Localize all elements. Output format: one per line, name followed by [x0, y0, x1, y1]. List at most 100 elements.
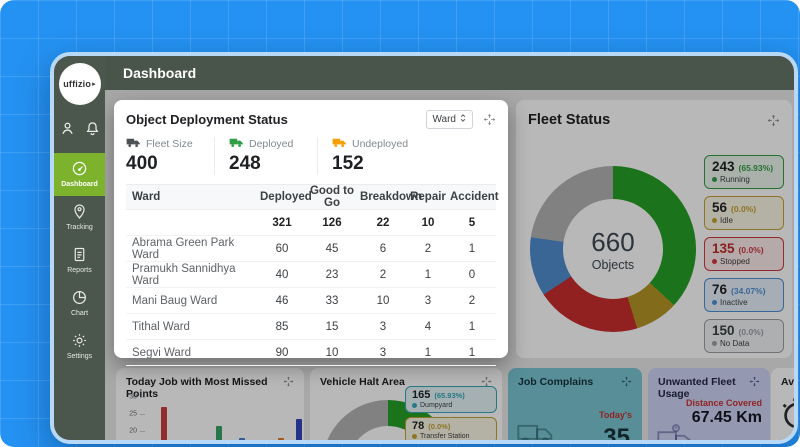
ward-filter-select[interactable]: Ward [426, 110, 473, 129]
table-cell: 23 [306, 262, 358, 288]
object-deployment-panel: Object Deployment Status Ward Fleet Size… [114, 100, 508, 358]
sidebar-item-settings[interactable]: Settings [54, 325, 105, 368]
table-cell: 60 [258, 236, 306, 262]
deployment-table-body: 32112622105Abrama Green Park Ward6045621… [126, 210, 496, 366]
today-label: Today's [599, 410, 632, 420]
legend-dot-icon [712, 259, 717, 264]
panel-title: Job Complains [518, 376, 621, 388]
legend-badge[interactable]: 150(0.0%)No Data [704, 319, 784, 353]
panel-title: Avg F [781, 376, 794, 388]
sidebar-item-label: Chart [71, 310, 88, 317]
legend-value: 76 [712, 282, 727, 297]
legend-percent: (65.93%) [739, 163, 774, 173]
bar [161, 407, 167, 440]
legend-dot-icon [712, 218, 717, 223]
bar [239, 438, 245, 440]
sidebar: uffizio▸ Dashboard Tracking Reports [54, 56, 105, 440]
vehicle-halt-legend: 165(65.93%)Dumpyard78(0.0%)Transfer Stat… [405, 386, 497, 440]
legend-label: No Data [720, 339, 749, 348]
table-cell: 3 [408, 288, 448, 314]
move-icon[interactable] [767, 114, 780, 127]
legend-badge[interactable]: 76(34.07%)Inactive [704, 278, 784, 312]
page-title: Dashboard [123, 65, 196, 81]
bar [296, 419, 302, 440]
table-cell: 3 [358, 314, 408, 340]
legend-badge[interactable]: 78(0.0%)Transfer Station [405, 417, 497, 440]
panel-title: Unwanted Fleet Usage [658, 376, 749, 400]
table-cell: 0 [448, 262, 496, 288]
missed-points-chart: 302520 [140, 386, 298, 440]
missed-points-panel: Today Job with Most Missed Points Missed… [116, 368, 304, 440]
table-row: 32112622105 [126, 210, 496, 236]
donut-center-value: 660 [591, 227, 634, 258]
table-cell: 5 [448, 210, 496, 236]
legend-badge[interactable]: 165(65.93%)Dumpyard [405, 386, 497, 413]
table-cell: 1 [408, 340, 448, 366]
table-header-cell: Breakdown [358, 185, 408, 210]
table-cell: Pramukh Sannidhya Ward [126, 262, 258, 288]
table-cell: 10 [306, 340, 358, 366]
legend-percent: (65.93%) [434, 391, 464, 400]
unwanted-usage-panel: Unwanted Fleet Usage Distance Covered 67… [648, 368, 770, 440]
legend-badge[interactable]: 243(65.93%)Running [704, 155, 784, 189]
legend-value: 78 [412, 420, 424, 432]
table-cell: 10 [408, 210, 448, 236]
table-row: Tithal Ward8515341 [126, 314, 496, 340]
legend-value: 135 [712, 241, 735, 256]
legend-dot-icon [412, 403, 417, 408]
legend-badge[interactable]: 56(0.0%)Idle [704, 196, 784, 230]
deployment-table: WardDeployedGood to GoBreakdownRepairAcc… [126, 184, 496, 366]
deployment-table-head: WardDeployedGood to GoBreakdownRepairAcc… [126, 185, 496, 210]
sidebar-item-chart[interactable]: Chart [54, 282, 105, 325]
truck-icon [332, 137, 347, 151]
table-row: Pramukh Sannidhya Ward4023210 [126, 262, 496, 288]
uffizio-logo[interactable]: uffizio▸ [59, 63, 101, 105]
select-value: Ward [432, 114, 456, 125]
stat-value: 152 [332, 153, 408, 175]
move-icon[interactable] [483, 113, 496, 126]
legend-badge[interactable]: 135(0.0%)Stopped [704, 237, 784, 271]
avg-panel: Avg F [771, 368, 794, 440]
person-pin-icon [71, 203, 88, 222]
table-cell: 2 [358, 262, 408, 288]
legend-value: 165 [412, 389, 430, 401]
garbage-truck-icon [516, 420, 556, 440]
legend-label: Transfer Station [420, 433, 470, 440]
sidebar-item-reports[interactable]: Reports [54, 239, 105, 282]
table-header-cell: Repair [408, 185, 448, 210]
legend-label: Stopped [720, 257, 750, 266]
move-icon[interactable] [621, 376, 632, 387]
bell-icon[interactable] [84, 120, 101, 142]
table-cell: 90 [258, 340, 306, 366]
gridline [140, 431, 145, 432]
table-cell: 22 [358, 210, 408, 236]
table-cell: 46 [258, 288, 306, 314]
table-cell: Segvi Ward [126, 340, 258, 366]
stat-deployed: Deployed 248 [229, 137, 318, 175]
vehicle-halt-panel: Vehicle Halt Area 165(65.93%)Dumpyard78(… [310, 368, 502, 440]
sidebar-item-dashboard[interactable]: Dashboard [54, 153, 105, 196]
truck-icon [126, 137, 141, 151]
desktop-background: uffizio▸ Dashboard Tracking Reports [0, 0, 800, 447]
table-row: Segvi Ward9010311 [126, 340, 496, 366]
alert-truck-icon [656, 424, 696, 440]
table-header-cell: Accident [448, 185, 496, 210]
table-cell: 40 [258, 262, 306, 288]
caret-updown-icon [459, 113, 467, 126]
job-complains-panel: Job Complains Today's 35 [508, 368, 642, 440]
page-header: Dashboard [105, 56, 794, 90]
stat-fleet-size: Fleet Size 400 [126, 137, 215, 175]
move-icon[interactable] [749, 376, 760, 387]
table-cell: Tithal Ward [126, 314, 258, 340]
stat-value: 400 [126, 153, 200, 175]
user-icon[interactable] [59, 120, 76, 142]
legend-percent: (0.0%) [731, 204, 756, 214]
table-cell: 10 [358, 288, 408, 314]
table-cell: 1 [408, 262, 448, 288]
sidebar-item-label: Reports [67, 267, 92, 274]
table-header-cell: Deployed [258, 185, 306, 210]
table-cell: Abrama Green Park Ward [126, 236, 258, 262]
table-cell: 321 [258, 210, 306, 236]
table-cell: 33 [306, 288, 358, 314]
sidebar-item-tracking[interactable]: Tracking [54, 196, 105, 239]
